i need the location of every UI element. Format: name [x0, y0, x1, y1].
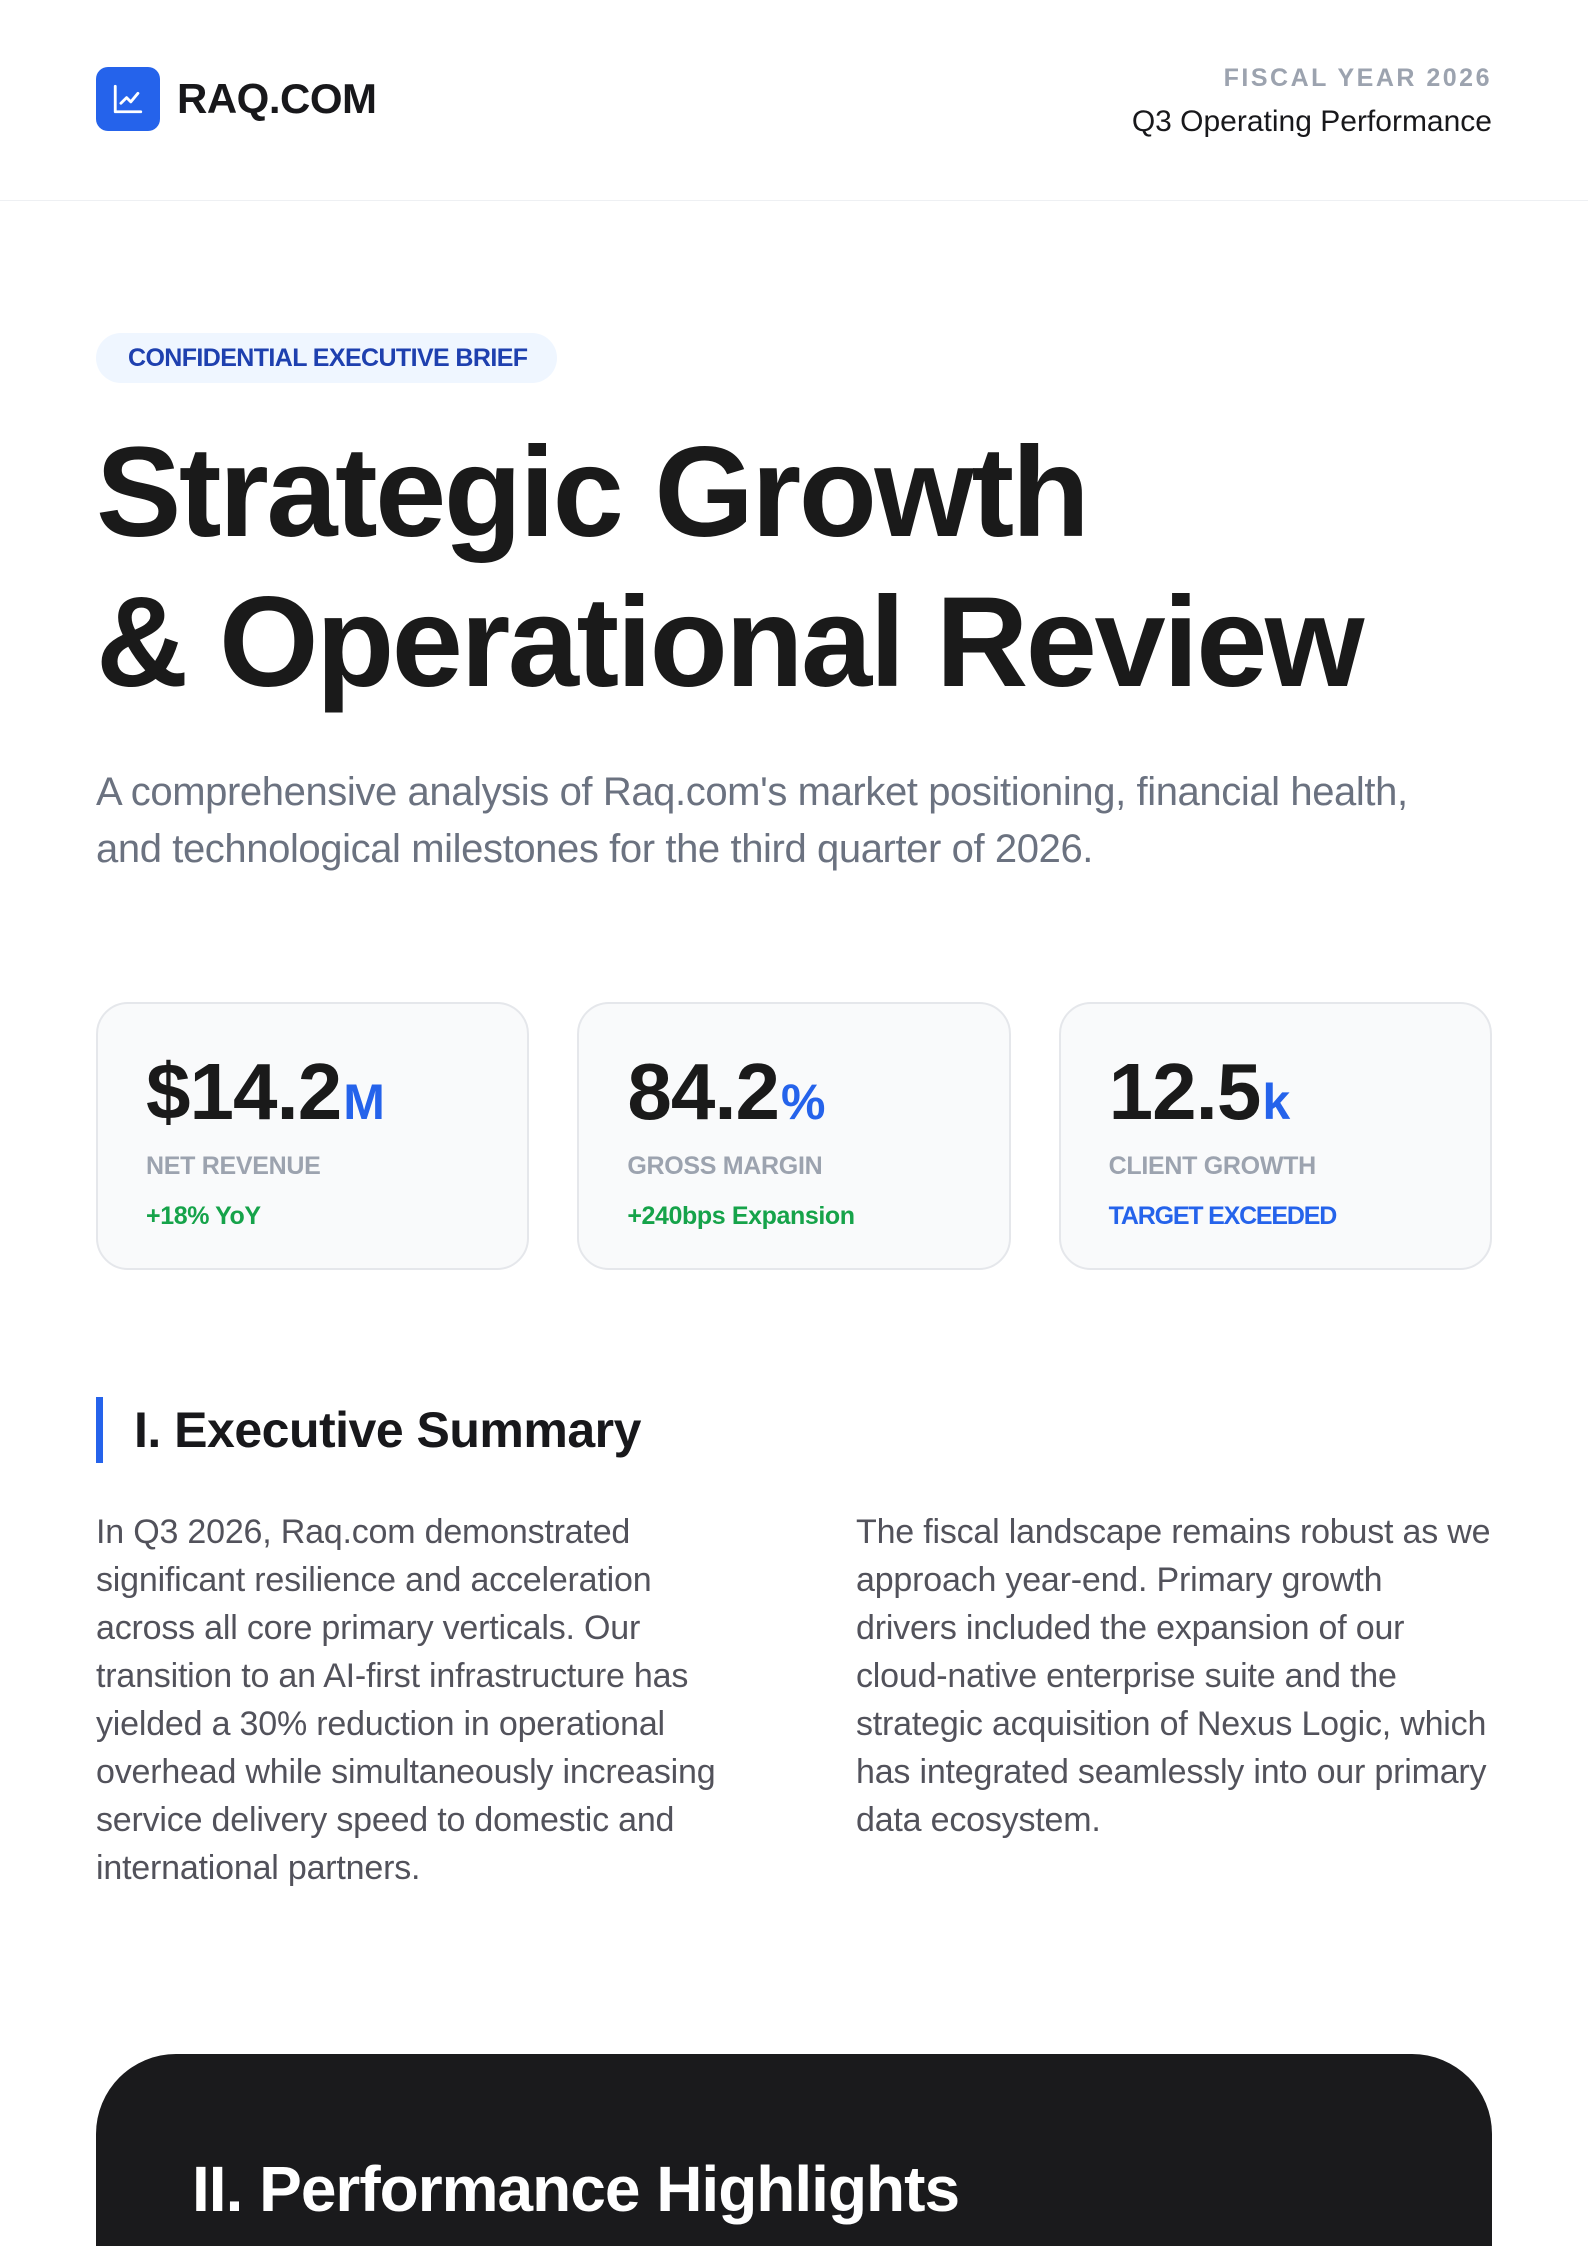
stat-unit: %: [781, 1074, 826, 1130]
stat-label: GROSS MARGIN: [627, 1152, 823, 1180]
stat-number: 84.2: [627, 1047, 780, 1136]
stat-trend: +240bps Expansion: [627, 1202, 855, 1230]
brand-name: RAQ.COM: [177, 75, 377, 122]
stat-cards: $14.2 M NET REVENUE +18% YoY 84.2 % GROS…: [96, 1002, 1492, 1270]
section-heading-text: I. Executive Summary: [134, 1402, 641, 1458]
page-subtitle: A comprehensive analysis of Raq.com's ma…: [96, 770, 1408, 871]
stat-trend: TARGET EXCEEDED: [1108, 1202, 1338, 1230]
stat-number: $14.2: [146, 1047, 342, 1136]
performance-highlights-panel: II. Performance Highlights: [96, 2054, 1492, 2246]
title-line-1: Strategic Growth: [96, 421, 1090, 564]
stat-card-gross-margin: 84.2 % GROSS MARGIN +240bps Expansion: [577, 1002, 1011, 1270]
executive-summary-body: In Q3 2026, Raq.com demonstrated signifi…: [96, 1508, 1492, 1892]
stat-value: 12.5 k: [1109, 1052, 1442, 1132]
performance-highlights-heading: II. Performance Highlights: [192, 2153, 960, 2225]
stat-label: NET REVENUE: [146, 1152, 321, 1180]
executive-summary-heading: I. Executive Summary: [96, 1397, 641, 1463]
trend-chart-icon: [96, 67, 160, 131]
summary-paragraph-2: The fiscal landscape remains robust as w…: [856, 1513, 1491, 1839]
title-line-2: & Operational Review: [96, 571, 1364, 714]
stat-value: $14.2 M: [146, 1052, 479, 1132]
report-name: Q3 Operating Performance: [1131, 105, 1492, 138]
stat-label: CLIENT GROWTH: [1108, 1152, 1316, 1180]
stat-unit: M: [343, 1074, 385, 1130]
brand[interactable]: RAQ.COM: [96, 67, 377, 131]
summary-paragraph-1: In Q3 2026, Raq.com demonstrated signifi…: [96, 1513, 716, 1887]
stat-trend: +18% YoY: [146, 1202, 261, 1230]
stat-number: 12.5: [1108, 1047, 1262, 1136]
page-title: Strategic Growth & Operational Review: [96, 418, 1476, 718]
report-meta: FISCAL YEAR 2026 Q3 Operating Performanc…: [1132, 64, 1492, 139]
confidential-badge: CONFIDENTIAL EXECUTIVE BRIEF: [96, 333, 558, 383]
stat-value: 84.2 %: [627, 1052, 960, 1132]
page-header: RAQ.COM FISCAL YEAR 2026 Q3 Operating Pe…: [0, 0, 1588, 201]
stat-card-client-growth: 12.5 k CLIENT GROWTH TARGET EXCEEDED: [1058, 1002, 1492, 1270]
fiscal-year-label: FISCAL YEAR 2026: [1223, 64, 1492, 92]
badge-label: CONFIDENTIAL EXECUTIVE BRIEF: [128, 343, 528, 372]
stat-card-net-revenue: $14.2 M NET REVENUE +18% YoY: [96, 1002, 530, 1270]
stat-unit: k: [1262, 1074, 1291, 1130]
